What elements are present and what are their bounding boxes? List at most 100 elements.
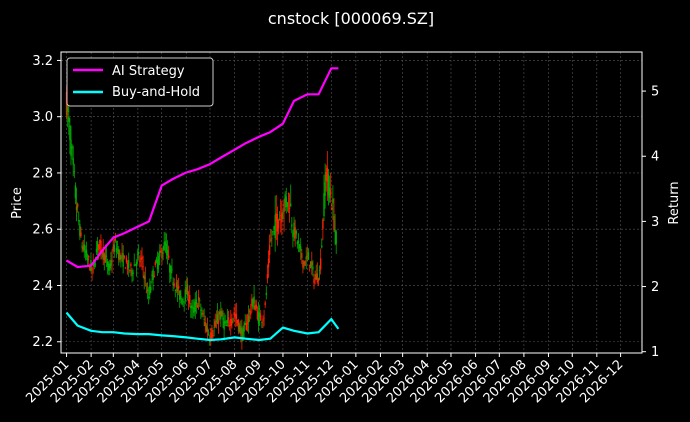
left-tick-label: 2.2 [32,335,53,350]
candle-body [328,187,331,198]
candle-body [325,172,327,182]
candle-body [68,116,70,123]
candle-body [88,256,90,258]
candle-body [312,266,314,270]
candle-body [207,333,210,335]
candle-body [140,257,142,260]
candle-body [215,320,218,322]
candle-body [160,251,162,253]
candle-body [135,261,138,267]
candle-body [78,220,80,222]
candle-body [136,254,139,255]
candle-body [252,299,254,308]
candle-body [255,304,258,309]
candle-body [218,312,221,315]
candle-body [167,255,170,258]
candle-body [288,208,291,210]
candle-body [332,198,334,204]
candle-body [308,264,311,266]
candle-body [129,269,131,271]
candle-body [260,315,262,321]
candle-body [316,273,319,283]
candle-body [248,310,251,312]
legend: AI Strategy Buy-and-Hold [66,57,214,107]
candle-body [81,245,83,248]
candle-body [280,215,282,217]
candle-body [76,203,79,208]
candle-body [75,206,78,210]
candle-body [110,260,112,266]
candle-body [118,249,120,260]
candle-body [281,212,283,223]
candle-body [183,301,185,303]
candle-body [298,243,301,249]
candle-body [290,203,292,207]
candle-body [105,255,108,257]
candle-body [314,277,316,279]
candle-body [181,298,183,305]
candle-body [303,262,305,265]
candle-body [126,262,129,270]
buy-and-hold-line [65,311,340,342]
left-tick-label: 2.8 [32,166,53,181]
candle-body [94,263,97,265]
candle-body [69,125,71,140]
candle-body [157,256,160,266]
left-tick-label: 2.6 [32,223,53,238]
left-tick-label: 2.4 [32,279,53,294]
candle-body [266,274,269,279]
candle-body [271,237,273,239]
candle-body [278,218,281,221]
candle-body [331,207,333,210]
candle-body [121,253,123,255]
candle-body [169,264,171,273]
candle-body [186,284,189,296]
candle-body [194,301,196,312]
candle-body [195,299,198,305]
candle-body [232,318,234,320]
candle-body [153,275,155,278]
candle-body [301,253,303,259]
candle-body [175,282,178,288]
candle-body [321,245,323,248]
right-tick-label: 1 [651,345,659,360]
candle-body [204,322,206,327]
candle-body [237,320,240,332]
candle-body [217,320,220,324]
candle-body [283,202,285,213]
candle-body [213,327,215,329]
y-axis-right-label: Return [667,181,682,224]
y-axis-left-label: Price [10,187,25,219]
candle-body [193,306,195,313]
candle-body [299,246,302,251]
candle-body [250,311,252,315]
candle-body [327,174,330,196]
candle-body [304,260,306,266]
candle-body [272,231,274,233]
candle-body [285,196,287,208]
candle-body [236,319,239,324]
candle-body [143,275,145,280]
right-tick-label: 2 [651,280,659,295]
candle-body [177,285,180,289]
candle-body [113,244,115,252]
candle-body [109,263,111,269]
candle-body [297,240,300,243]
candle-body [274,215,276,239]
candle-body [182,299,184,301]
candle-body [119,252,121,260]
candle-body [150,287,152,291]
candle-body [313,279,315,284]
candle-body [192,307,194,309]
candle-body [200,309,202,311]
candle-body [251,298,253,307]
candle-body [238,325,241,332]
candle-body [206,327,209,332]
candle-body [170,266,172,279]
candle-body [276,213,279,232]
candle-body [156,260,159,270]
candle-body [324,181,326,197]
candle-body [242,328,244,341]
candle-body [103,253,105,260]
